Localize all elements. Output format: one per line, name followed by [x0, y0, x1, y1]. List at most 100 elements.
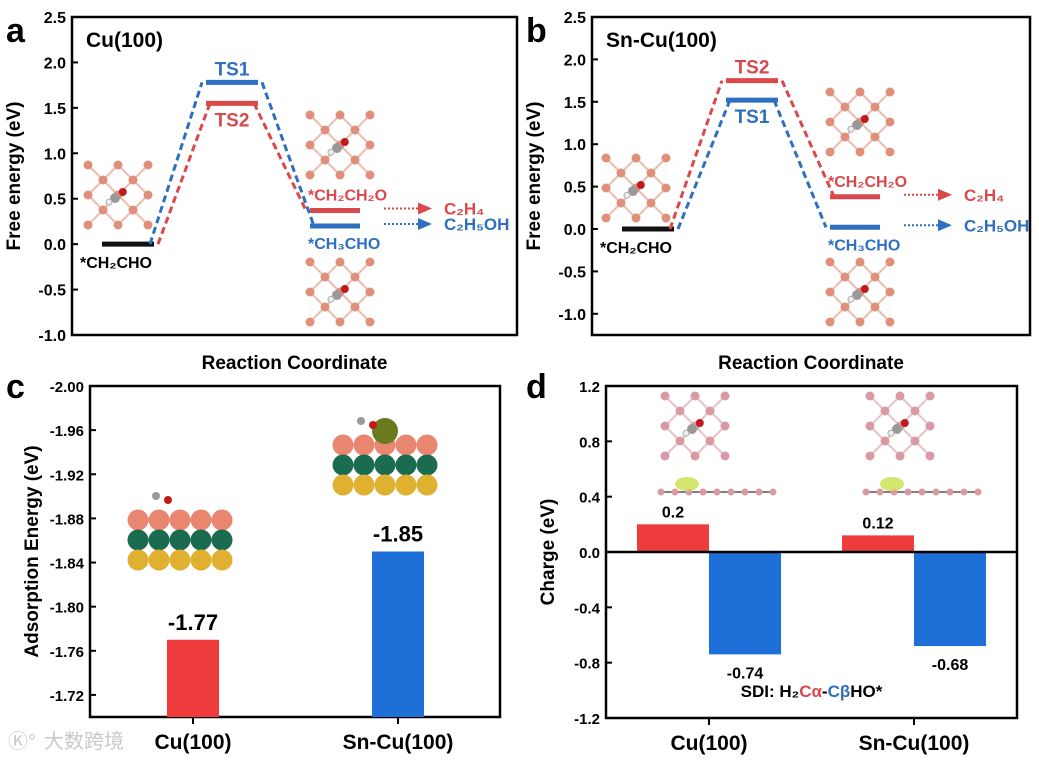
y-tick-label: 1.2 [579, 379, 600, 396]
atom [661, 153, 671, 163]
atom [660, 391, 670, 401]
slab-atom [211, 549, 233, 571]
atom [143, 220, 153, 230]
slab-atom [353, 454, 375, 476]
hydrogen-atom [847, 125, 855, 133]
atom [690, 391, 700, 401]
oxygen-atom [340, 285, 349, 293]
side-atom [727, 488, 735, 496]
carbon-atom [852, 290, 862, 300]
panel-title: Cu(100) [86, 29, 163, 52]
y-tick-label: 0.0 [564, 222, 586, 239]
product-label: *CH₂CH₂O [308, 188, 387, 205]
sdi-part-c_alpha: Cα [799, 682, 822, 701]
slab-atom [190, 509, 212, 531]
structure-inset-0 [601, 153, 671, 223]
x-tick-label: Sn-Cu(100) [859, 732, 970, 755]
hydrogen-atom [847, 295, 855, 303]
oxygen-atom [340, 138, 349, 146]
slab-atom [190, 549, 212, 571]
hydrogen-atom [623, 191, 631, 199]
atom [365, 287, 375, 297]
structure-inset-1 [305, 110, 375, 180]
atom [885, 317, 895, 327]
x-tick-label: Cu(100) [154, 731, 231, 754]
hydrogen-atom [887, 429, 895, 437]
y-tick-label: -0.8 [574, 656, 600, 673]
y-tick-label: 2.0 [564, 52, 586, 69]
side-atom [862, 488, 870, 496]
panel-letter-a: a [6, 12, 26, 50]
y-tick-label: -0.4 [574, 600, 601, 617]
atom [365, 170, 375, 180]
slab-atom [127, 529, 149, 551]
bar-value-label: 0.12 [862, 515, 893, 532]
side-atom [904, 488, 912, 496]
atom [305, 257, 315, 267]
atom [365, 317, 375, 327]
slab-structure-inset-1 [332, 417, 438, 496]
structure-inset-2 [305, 257, 375, 327]
panel-letter-d: d [526, 368, 547, 406]
carbon-atom [110, 193, 120, 203]
y-tick-label: -1.92 [50, 467, 84, 484]
side-atom [713, 488, 721, 496]
slab-atom [332, 454, 354, 476]
y-tick-label: -1.0 [558, 307, 586, 324]
slab-atom [148, 549, 170, 571]
bar-value-label: -0.68 [932, 657, 969, 674]
y-axis-title: Charge (eV) [538, 499, 559, 606]
structure-inset-2 [825, 257, 895, 327]
atom [365, 257, 375, 267]
oxygen-atom [636, 181, 645, 189]
side-atom [741, 488, 749, 496]
sdi-part-suffix: HO* [850, 682, 883, 701]
y-axis-title: Adsorption Energy (eV) [22, 445, 43, 657]
dashed-connector [148, 81, 316, 245]
final-product-label: C₂H₅OH [964, 216, 1029, 235]
atom [885, 87, 895, 97]
side-view-inset-0 [657, 477, 777, 496]
sn-atom [372, 418, 398, 444]
atom [925, 451, 935, 461]
y-tick-label: 0.5 [44, 192, 66, 209]
atom [631, 153, 641, 163]
side-atom [755, 488, 763, 496]
atom [855, 87, 865, 97]
y-tick-label: -1.88 [50, 511, 84, 528]
slab-atom [374, 474, 396, 496]
side-view-inset-1 [862, 477, 982, 496]
atom [661, 213, 671, 223]
atom [113, 160, 123, 170]
panel-a-energy-diagram: 2.5 2.0 1.5 1.0 0.5 0.0 -0.5 -1.0 Free energy (e… [4, 10, 519, 374]
panel-a-plot-frame [70, 15, 519, 337]
bar-value-label: -0.74 [727, 665, 764, 682]
slab-atom [353, 474, 375, 496]
y-tick-label: -1.96 [50, 423, 84, 440]
slab-atom [169, 549, 191, 571]
y-tick-label: 1.0 [44, 146, 66, 163]
x-axis-title: Reaction Coordinate [202, 353, 388, 374]
y-tick-label: 0.0 [44, 237, 66, 254]
carbon-atom [332, 143, 342, 153]
y-tick-label: 0.0 [579, 545, 600, 562]
slab-atom [148, 529, 170, 551]
atom [925, 421, 935, 431]
y-axis-title: Free energy (eV) [4, 102, 25, 251]
atom [885, 117, 895, 127]
carbon-atom [357, 417, 365, 425]
atom [335, 110, 345, 120]
panel-b-energy-diagram: 2.5 2.0 1.5 1.0 0.5 0.0 -0.5 -1.0 Free energy (e… [524, 10, 1032, 374]
y-axis-title: Free energy (eV) [524, 102, 545, 251]
oxygen-atom [900, 419, 909, 427]
slab-atom [395, 434, 417, 456]
slab-atom [127, 549, 149, 571]
y-tick-label: 0.8 [579, 434, 600, 451]
panel-letter-b: b [526, 12, 547, 50]
y-tick-label: -2.00 [50, 379, 84, 396]
carbon-atom [852, 120, 862, 130]
watermark-text: 大数跨境 [44, 730, 124, 753]
structure-inset-1 [825, 87, 895, 157]
carbon-atom [332, 290, 342, 300]
